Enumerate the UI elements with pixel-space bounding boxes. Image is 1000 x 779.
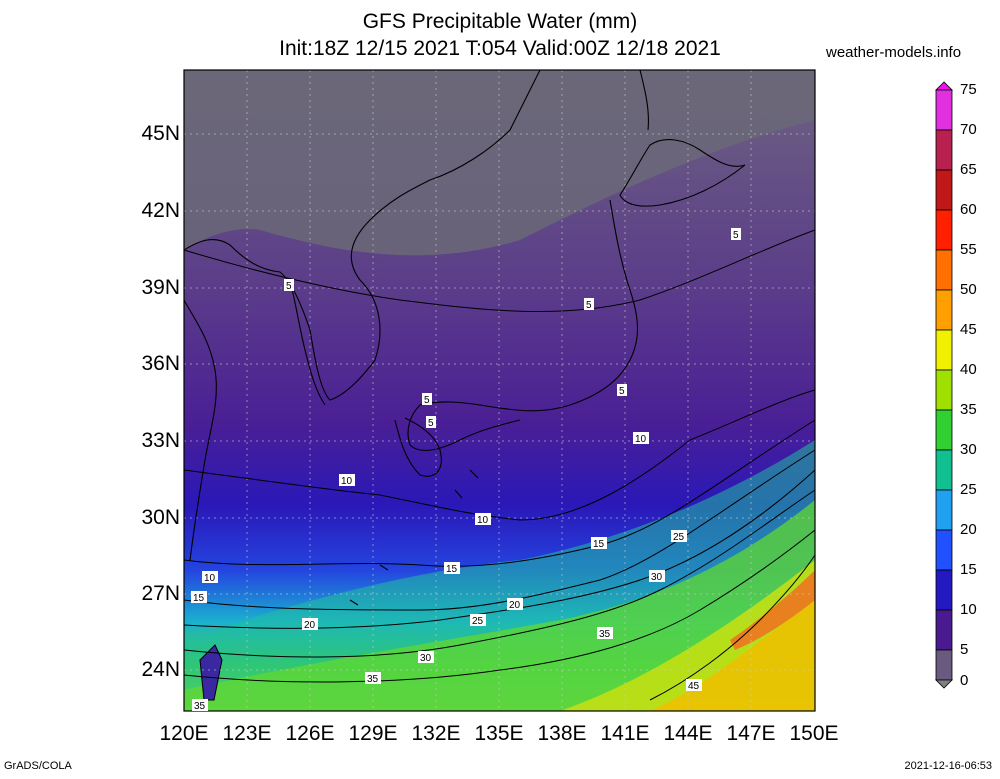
lat-tick: 24N xyxy=(141,658,180,681)
colorbar-label: 5 xyxy=(960,641,969,658)
lat-tick: 30N xyxy=(141,506,180,529)
contour-labels: 5 5 5 5 5 5 10 10 10 10 15 15 15 20 20 2… xyxy=(191,228,741,712)
map-title: GFS Precipitable Water (mm) xyxy=(362,10,638,33)
svg-text:5: 5 xyxy=(619,386,625,397)
contour-label: 35 xyxy=(597,627,613,640)
map-frame xyxy=(183,69,816,712)
contour-label: 15 xyxy=(444,562,460,575)
svg-text:5: 5 xyxy=(586,300,592,311)
contour-label: 30 xyxy=(418,651,434,664)
contour-label: 35 xyxy=(365,672,381,685)
contour-label: 5 xyxy=(284,279,294,292)
site-credit: weather-models.info xyxy=(826,44,962,61)
svg-text:5: 5 xyxy=(424,395,430,406)
lon-tick: 123E xyxy=(222,722,272,745)
lon-tick: 132E xyxy=(411,722,461,745)
contour-label: 5 xyxy=(584,298,594,311)
lat-tick: 39N xyxy=(141,276,180,299)
contour-label: 10 xyxy=(202,571,218,584)
svg-text:20: 20 xyxy=(509,600,521,611)
contour-label: 5 xyxy=(731,228,741,241)
colorbar-label: 15 xyxy=(960,561,977,578)
colorbar-label: 60 xyxy=(960,201,977,218)
lat-tick: 36N xyxy=(141,352,180,375)
generated-timestamp: 2021-12-16-06:53 xyxy=(904,760,992,772)
svg-text:15: 15 xyxy=(193,593,205,604)
svg-text:35: 35 xyxy=(194,701,206,712)
svg-text:20: 20 xyxy=(304,620,316,631)
contour-label: 10 xyxy=(633,432,649,445)
colorbar-label: 25 xyxy=(960,481,977,498)
svg-text:10: 10 xyxy=(341,476,353,487)
contour-label: 15 xyxy=(191,591,207,604)
contour-label: 30 xyxy=(649,570,665,583)
lon-tick: 144E xyxy=(663,722,713,745)
contour-label: 25 xyxy=(671,530,687,543)
contour-label: 10 xyxy=(339,474,355,487)
moist-band-2 xyxy=(184,500,815,711)
contour-label: 20 xyxy=(507,598,523,611)
peak-moisture xyxy=(650,600,815,711)
colorbar-label: 35 xyxy=(960,401,977,418)
svg-text:5: 5 xyxy=(733,230,739,241)
coastlines xyxy=(183,69,746,606)
lat-tick: 45N xyxy=(141,122,180,145)
contour-label: 10 xyxy=(475,513,491,526)
svg-text:35: 35 xyxy=(367,674,379,685)
map-subtitle: Init:18Z 12/15 2021 T:054 Valid:00Z 12/1… xyxy=(279,37,721,60)
lat-tick: 33N xyxy=(141,429,180,452)
svg-text:5: 5 xyxy=(428,418,434,429)
svg-text:25: 25 xyxy=(673,532,685,543)
software-credit: GrADS/COLA xyxy=(4,760,72,772)
svg-text:30: 30 xyxy=(651,572,663,583)
contour-label: 35 xyxy=(192,699,208,712)
lon-tick: 150E xyxy=(789,722,839,745)
colorbar-label: 10 xyxy=(960,601,977,618)
lat-tick: 42N xyxy=(141,199,180,222)
colorbar-label: 65 xyxy=(960,161,977,178)
svg-text:10: 10 xyxy=(477,515,489,526)
contour-label: 45 xyxy=(686,679,702,692)
grid xyxy=(184,70,815,711)
contour-label: 15 xyxy=(591,537,607,550)
svg-text:10: 10 xyxy=(204,573,216,584)
colorbar-bottom-arrow xyxy=(935,679,953,689)
contour-label: 25 xyxy=(470,614,486,627)
taiwan-land xyxy=(199,644,223,701)
lon-tick: 135E xyxy=(474,722,524,745)
dry-region xyxy=(184,70,815,256)
colorbar-label: 45 xyxy=(960,321,977,338)
svg-text:30: 30 xyxy=(420,653,432,664)
colorbar-top-arrow xyxy=(935,81,953,91)
lon-tick: 126E xyxy=(285,722,335,745)
svg-text:25: 25 xyxy=(472,616,484,627)
lon-tick: 141E xyxy=(600,722,650,745)
svg-text:15: 15 xyxy=(593,539,605,550)
svg-text:15: 15 xyxy=(446,564,458,575)
lon-tick: 120E xyxy=(159,722,209,745)
colorbar-label: 40 xyxy=(960,361,977,378)
colorbar-label: 50 xyxy=(960,281,977,298)
contour-label: 20 xyxy=(302,618,318,631)
lon-tick: 129E xyxy=(348,722,398,745)
lat-tick: 27N xyxy=(141,582,180,605)
lon-tick: 147E xyxy=(726,722,776,745)
contour-label: 5 xyxy=(426,416,436,429)
contour-label: 5 xyxy=(422,393,432,406)
contour-label: 5 xyxy=(617,384,627,397)
lon-tick: 138E xyxy=(537,722,587,745)
colorbar-label: 0 xyxy=(960,672,969,689)
svg-text:5: 5 xyxy=(286,281,292,292)
colorbar xyxy=(935,81,953,689)
colorbar-label: 75 xyxy=(960,81,977,98)
colorbar-label: 30 xyxy=(960,441,977,458)
svg-text:10: 10 xyxy=(635,434,647,445)
svg-text:45: 45 xyxy=(688,681,700,692)
colorbar-label: 20 xyxy=(960,521,977,538)
svg-text:35: 35 xyxy=(599,629,611,640)
colorbar-label: 55 xyxy=(960,241,977,258)
colorbar-label: 70 xyxy=(960,121,977,138)
